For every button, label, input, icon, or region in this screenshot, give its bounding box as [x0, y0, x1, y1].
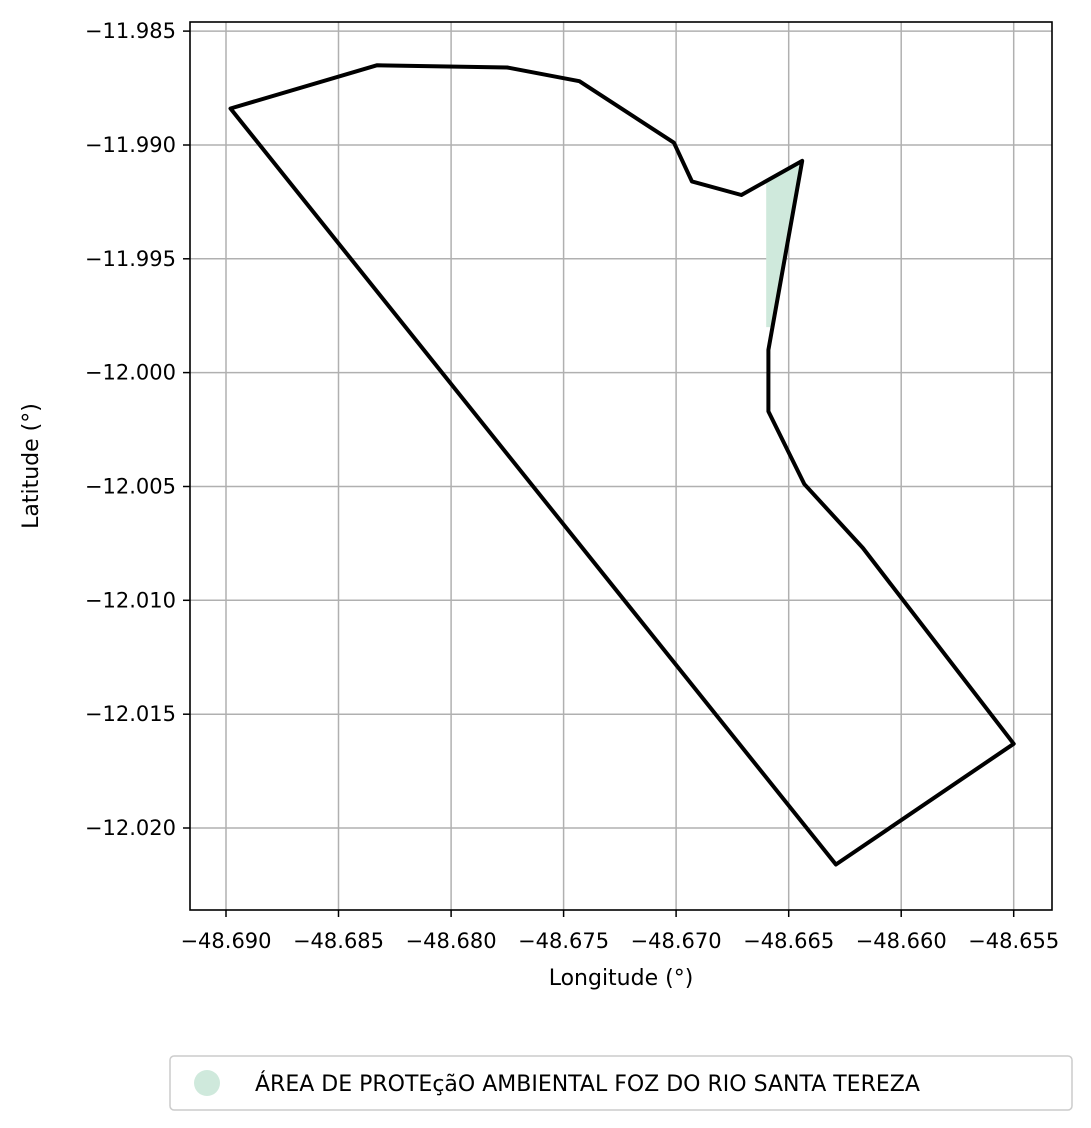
y-tick-label: −11.985: [85, 19, 176, 43]
x-axis-ticks: −48.690 −48.685 −48.680 −48.675 −48.670 −48.6…: [180, 910, 1059, 953]
y-tick-label: −12.015: [85, 702, 176, 726]
y-axis-ticks: −11.985 −11.990 −11.995 −12.000 −12.005 −12.0…: [85, 19, 190, 840]
plot-frame: [189, 21, 1053, 911]
y-tick-label: −11.990: [85, 133, 176, 157]
gridlines: [190, 22, 1052, 910]
y-tick-label: −11.995: [85, 247, 176, 271]
x-tick-label: −48.685: [293, 929, 384, 953]
y-tick-label: −12.005: [85, 475, 176, 499]
boundary-outline: [228, 63, 1016, 867]
x-axis-label: Longitude (°): [549, 966, 694, 991]
x-tick-label: −48.690: [180, 929, 271, 953]
y-axis-label: Latitude (°): [19, 403, 44, 529]
legend-marker: [194, 1070, 220, 1096]
legend: ÁREA DE PROTEçãO AMBIENTAL FOZ DO RIO SA…: [169, 1055, 1073, 1111]
x-tick-label: −48.660: [856, 929, 947, 953]
x-tick-label: −48.680: [406, 929, 497, 953]
y-tick-label: −12.020: [85, 816, 176, 840]
legend-label: ÁREA DE PROTEçãO AMBIENTAL FOZ DO RIO SA…: [255, 1071, 920, 1097]
x-tick-label: −48.655: [968, 929, 1059, 953]
legend-box: [169, 1055, 1073, 1111]
y-tick-label: −12.000: [85, 361, 176, 385]
x-tick-label: −48.665: [743, 929, 834, 953]
x-tick-label: −48.670: [631, 929, 722, 953]
x-tick-label: −48.675: [518, 929, 609, 953]
y-tick-label: −12.010: [85, 588, 176, 612]
